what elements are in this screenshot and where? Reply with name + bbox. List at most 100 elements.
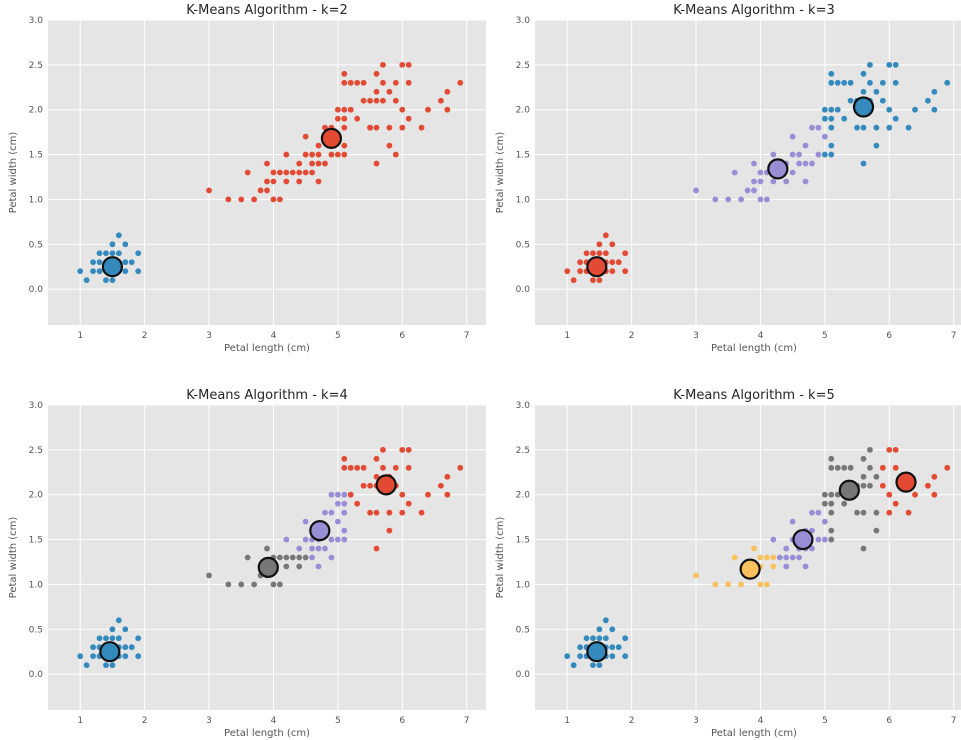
grid bbox=[48, 404, 486, 710]
data-point bbox=[302, 536, 309, 543]
data-point bbox=[879, 482, 886, 489]
data-point bbox=[122, 626, 129, 633]
data-point bbox=[731, 554, 738, 561]
data-point bbox=[103, 662, 109, 669]
x-tick-label: 3 bbox=[206, 331, 212, 341]
data-point bbox=[373, 160, 380, 167]
data-point bbox=[615, 259, 622, 266]
data-point bbox=[135, 653, 142, 660]
data-point bbox=[783, 563, 790, 570]
data-point bbox=[328, 536, 335, 543]
data-point bbox=[789, 169, 796, 176]
data-point bbox=[821, 518, 828, 525]
data-point bbox=[873, 142, 880, 149]
data-point bbox=[783, 178, 790, 185]
data-point bbox=[109, 250, 116, 257]
data-point bbox=[834, 464, 841, 471]
data-point bbox=[109, 662, 116, 669]
data-point bbox=[257, 187, 264, 194]
data-point bbox=[341, 151, 348, 158]
data-point bbox=[802, 142, 809, 149]
data-point bbox=[815, 124, 822, 131]
x-axis-label: Petal length (cm) bbox=[711, 343, 797, 354]
data-point bbox=[802, 160, 809, 167]
data-point bbox=[744, 187, 751, 194]
data-point bbox=[425, 106, 431, 113]
data-point bbox=[738, 581, 745, 588]
data-point bbox=[590, 662, 596, 669]
data-point bbox=[315, 142, 322, 149]
data-point bbox=[354, 79, 361, 86]
data-point bbox=[302, 133, 309, 140]
data-point bbox=[405, 446, 412, 453]
y-tick-label: 0.5 bbox=[29, 625, 43, 635]
data-point bbox=[360, 79, 367, 86]
data-point bbox=[815, 151, 822, 158]
data-point bbox=[821, 500, 828, 507]
data-point bbox=[309, 151, 315, 158]
x-tick-label: 6 bbox=[399, 716, 405, 726]
y-tick-label: 1.5 bbox=[516, 536, 530, 546]
data-point bbox=[276, 581, 283, 588]
data-point bbox=[879, 97, 886, 104]
data-point bbox=[347, 491, 354, 498]
data-point bbox=[296, 160, 303, 167]
x-tick-label: 2 bbox=[629, 716, 635, 726]
y-tick-label: 3.0 bbox=[29, 16, 44, 26]
data-point bbox=[834, 79, 841, 86]
data-point bbox=[341, 500, 348, 507]
data-point bbox=[96, 268, 103, 275]
data-point bbox=[373, 70, 380, 77]
data-point bbox=[770, 554, 777, 561]
plot-area bbox=[48, 20, 486, 325]
data-point bbox=[334, 536, 341, 543]
y-tick-label: 0.0 bbox=[29, 670, 44, 680]
data-point bbox=[354, 500, 361, 507]
data-point bbox=[360, 482, 367, 489]
data-point bbox=[367, 97, 373, 104]
data-point bbox=[725, 581, 732, 588]
data-point bbox=[341, 536, 348, 543]
data-point bbox=[238, 581, 245, 588]
data-point bbox=[283, 169, 290, 176]
x-tick-label: 7 bbox=[951, 716, 957, 726]
y-tick-label: 3.0 bbox=[516, 401, 531, 411]
data-point bbox=[847, 464, 854, 471]
data-point bbox=[135, 250, 142, 257]
data-point bbox=[583, 250, 590, 257]
data-point bbox=[751, 178, 757, 185]
data-point bbox=[931, 473, 938, 480]
y-tick-label: 2.0 bbox=[29, 106, 44, 116]
x-tick-label: 7 bbox=[464, 331, 470, 341]
data-point bbox=[103, 635, 109, 642]
y-tick-label: 2.0 bbox=[516, 491, 531, 501]
data-point bbox=[373, 455, 380, 462]
data-point bbox=[296, 563, 303, 570]
data-point bbox=[828, 151, 835, 158]
y-tick-label: 2.0 bbox=[29, 491, 44, 501]
data-point bbox=[821, 115, 828, 122]
data-point bbox=[577, 644, 583, 651]
data-point bbox=[802, 563, 809, 570]
data-point bbox=[886, 106, 893, 113]
x-tick-label: 1 bbox=[564, 716, 570, 726]
data-point bbox=[347, 464, 354, 471]
centroid-marker bbox=[586, 256, 608, 278]
centroid-marker bbox=[792, 528, 814, 551]
data-point bbox=[354, 115, 361, 122]
y-tick-label: 2.5 bbox=[516, 446, 530, 456]
data-point bbox=[847, 97, 854, 104]
data-point bbox=[135, 268, 142, 275]
data-point bbox=[264, 545, 270, 552]
data-point bbox=[399, 446, 406, 453]
data-point bbox=[944, 464, 951, 471]
data-point bbox=[809, 509, 815, 516]
data-point bbox=[244, 169, 251, 176]
data-point bbox=[264, 187, 270, 194]
data-point bbox=[373, 88, 380, 95]
data-point bbox=[341, 124, 348, 131]
data-point bbox=[96, 259, 103, 266]
data-point bbox=[596, 250, 603, 257]
y-tick-label: 0.0 bbox=[516, 670, 531, 680]
